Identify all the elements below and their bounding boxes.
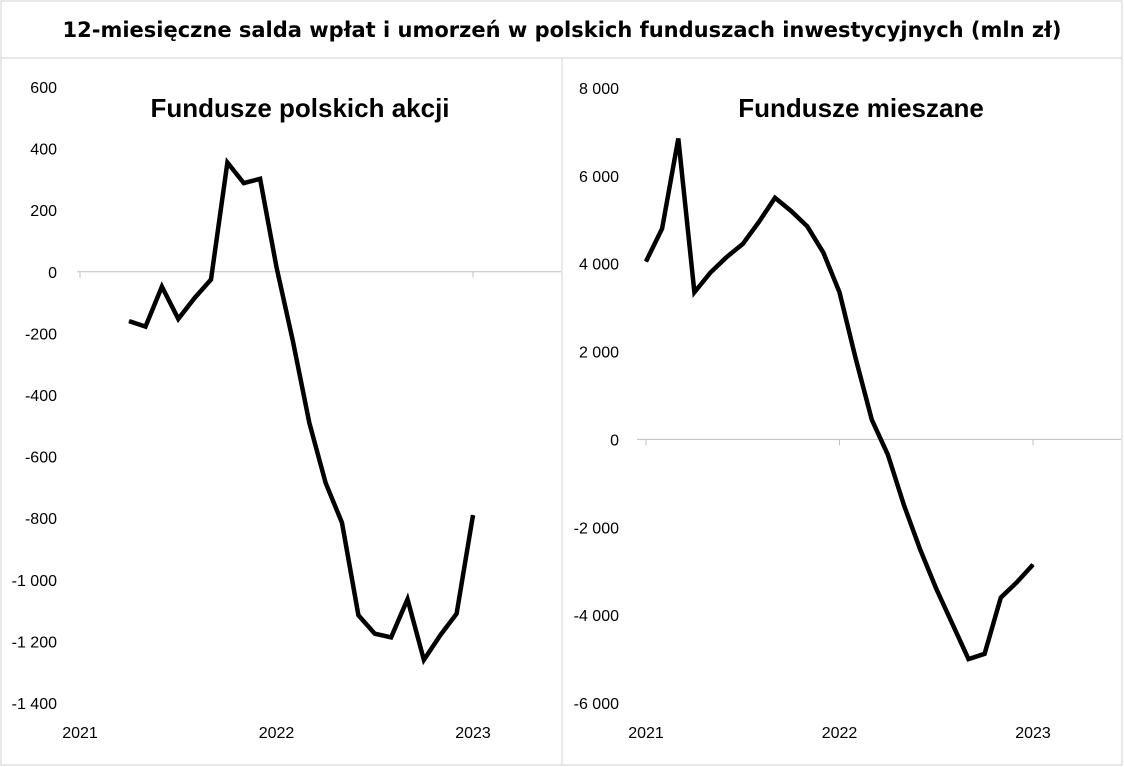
right-data-point (806, 225, 808, 227)
right-data-point (855, 357, 857, 359)
left-y-tick-label: -800 (25, 511, 57, 528)
left-data-point (226, 162, 228, 163)
right-data-point (774, 197, 776, 199)
left-data-point (390, 636, 392, 638)
right-chart-panel: Fundusze mieszane 8 000 6 000 4 000 2 000 0 -2… (574, 81, 1121, 742)
right-y-tick-label: -6 000 (574, 696, 619, 713)
right-data-point (1000, 597, 1002, 599)
right-data-point (1016, 581, 1018, 583)
left-data-point (292, 340, 294, 342)
left-data-point (325, 482, 327, 484)
left-x-tick-label: 2021 (62, 725, 98, 742)
left-data-point (276, 266, 277, 268)
right-y-tick-label: 0 (610, 432, 619, 449)
left-y-tick-label: -1 400 (12, 696, 57, 713)
right-data-point (871, 419, 873, 421)
left-y-tick-label: -400 (25, 388, 57, 405)
right-data-point (822, 252, 824, 254)
left-data-point (210, 279, 212, 280)
right-data-point (790, 210, 792, 212)
right-data-point (968, 658, 969, 660)
right-data-point (903, 504, 905, 506)
left-data-point (423, 659, 425, 661)
right-data-point (935, 588, 937, 590)
right-y-tick-label: 8 000 (579, 81, 619, 98)
right-y-tick-label: -2 000 (574, 520, 619, 537)
left-data-point (374, 633, 376, 635)
left-y-tick-label: -600 (25, 450, 57, 467)
right-data-point (984, 653, 986, 655)
left-data-point (357, 614, 359, 616)
left-x-tick-label: 2022 (259, 725, 295, 742)
left-data-point (145, 326, 146, 328)
left-data-point (341, 522, 343, 524)
left-x-tick-label: 2023 (455, 725, 491, 742)
left-chart-panel: Fundusze polskich akcji 600 400 200 0 -200 -40… (12, 80, 561, 742)
right-data-point (742, 243, 744, 245)
left-y-tick-label: 200 (30, 203, 57, 220)
left-y-tick-label: -1 000 (12, 573, 57, 590)
right-data-point (887, 454, 889, 456)
left-series-line (128, 157, 476, 666)
left-data-point (194, 297, 196, 299)
left-y-tick-label: 600 (30, 80, 57, 97)
page-title: 12-miesięczne salda wpłat i umorzeń w po… (62, 18, 1062, 42)
left-data-point (161, 286, 163, 288)
right-chart-title: Fundusze mieszane (738, 93, 984, 123)
left-data-point (308, 422, 310, 424)
left-data-point (456, 613, 458, 615)
left-y-tick-label: -200 (25, 326, 57, 343)
right-data-point (693, 291, 695, 293)
right-y-tick-label: -4 000 (574, 608, 619, 625)
right-y-tick-label: 2 000 (579, 345, 619, 362)
right-data-point (1032, 564, 1034, 566)
right-x-tick-label: 2021 (628, 725, 664, 742)
right-data-point (839, 291, 840, 293)
left-data-point (243, 182, 245, 184)
right-data-point (758, 221, 760, 223)
right-y-tick-label: 6 000 (579, 169, 619, 186)
right-x-tick-label: 2023 (1015, 725, 1051, 742)
right-data-point (645, 261, 647, 262)
right-x-tick-label: 2022 (822, 725, 858, 742)
right-data-point (726, 256, 728, 258)
right-data-point (919, 548, 921, 550)
left-chart-title: Fundusze polskich akcji (150, 93, 449, 123)
left-y-tick-label: 400 (30, 142, 57, 159)
right-data-point (951, 623, 953, 625)
left-data-point (128, 320, 130, 322)
left-data-point (407, 598, 408, 600)
left-y-tick-label: -1 200 (12, 634, 57, 651)
left-data-point (259, 178, 261, 180)
left-data-point (177, 318, 179, 320)
right-data-point (677, 138, 679, 139)
left-data-point (472, 514, 474, 516)
left-y-tick-label: 0 (48, 265, 57, 282)
right-data-point (661, 228, 663, 230)
left-data-point (439, 634, 441, 636)
right-y-tick-label: 4 000 (579, 257, 619, 274)
right-data-point (710, 272, 711, 273)
